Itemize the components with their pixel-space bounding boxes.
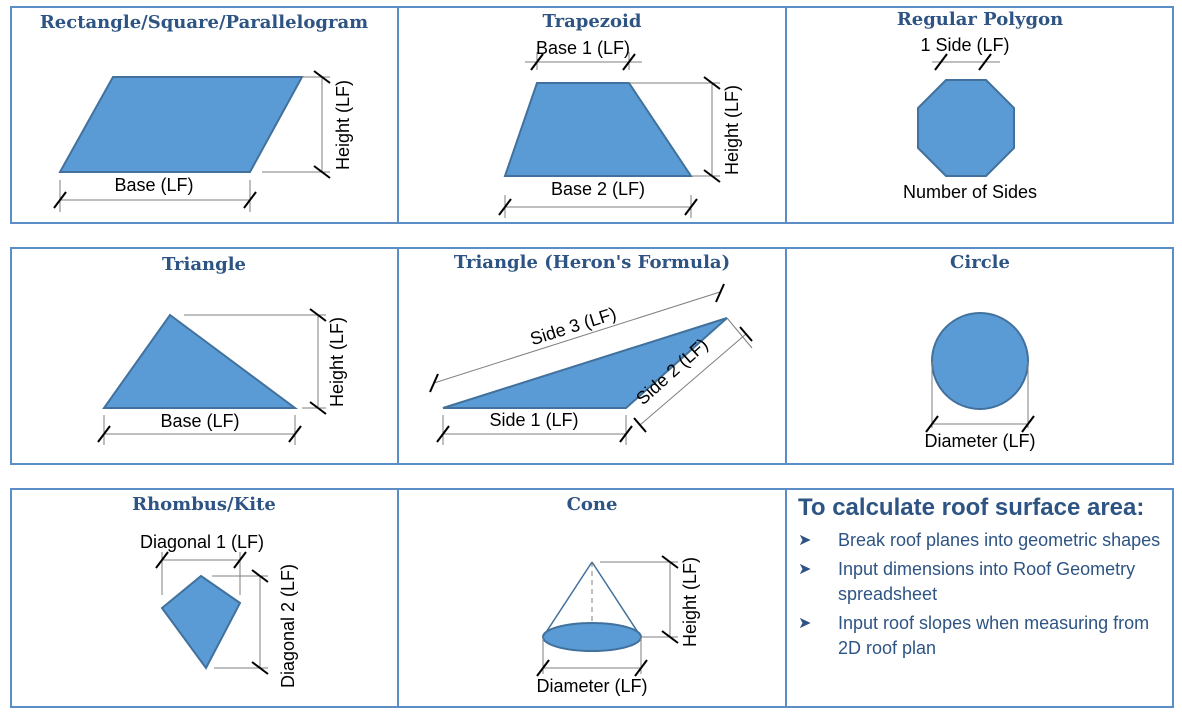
- arrow-bullet-icon: ➤: [798, 615, 812, 632]
- notes-item: ➤ Break roof planes into geometric shapes: [798, 528, 1168, 553]
- heron-side2-dimension: [633, 317, 753, 433]
- cone-diameter-dimension: [536, 637, 648, 677]
- notes-item: ➤ Input roof slopes when measuring from 2…: [798, 611, 1168, 661]
- cone-shape: [542, 561, 642, 652]
- triangle-height-label: Height (LF): [327, 317, 347, 407]
- notes-list: ➤ Break roof planes into geometric shapes…: [798, 528, 1168, 665]
- parallelogram-base-dimension: [53, 180, 257, 212]
- parallelogram-base-label: Base (LF): [114, 175, 193, 195]
- parallelogram-shape: [58, 76, 304, 173]
- regular-polygon-title: Regular Polygon: [896, 9, 1064, 30]
- triangle-shape: [102, 313, 299, 409]
- kite-diagonal2-label: Diagonal 2 (LF): [278, 564, 298, 688]
- notes-item-text: Break roof planes into geometric shapes: [838, 530, 1161, 550]
- trapezoid-base2-dimension: [498, 195, 698, 218]
- kite-shape: [160, 574, 242, 670]
- parallelogram-height-label: Height (LF): [333, 80, 353, 170]
- kite-diagonal1-dimension: [155, 551, 247, 595]
- heron-side1-label: Side 1 (LF): [489, 410, 578, 430]
- octagon-side-label: 1 Side (LF): [920, 35, 1009, 55]
- circle-diameter-dimension: [925, 361, 1035, 433]
- trapezoid-title: Trapezoid: [542, 11, 642, 32]
- octagon-side-dimension: [932, 53, 1000, 71]
- octagon-sides-label: Number of Sides: [903, 182, 1037, 202]
- triangle-height-dimension: [184, 308, 327, 415]
- cone-title: Cone: [566, 494, 618, 515]
- heron-triangle-shape: [442, 317, 728, 409]
- rectangle-title: Rectangle/Square/Parallelogram: [39, 12, 369, 33]
- parallelogram-height-dimension: [262, 70, 331, 179]
- trapezoid-shape: [503, 82, 693, 177]
- arrow-bullet-icon: ➤: [798, 532, 812, 549]
- rhombus-title: Rhombus/Kite: [132, 494, 276, 515]
- triangle-title: Triangle: [161, 254, 247, 275]
- cone-height-dimension: [600, 555, 679, 644]
- kite-diagonal2-dimension: [212, 569, 269, 675]
- trapezoid-base1-label: Base 1 (LF): [536, 38, 630, 58]
- circle-diameter-label: Diameter (LF): [924, 431, 1035, 451]
- notes-item: ➤ Input dimensions into Roof Geometry spr…: [798, 557, 1168, 607]
- cone-height-label: Height (LF): [680, 557, 700, 647]
- circle-shape: [931, 312, 1029, 410]
- notes-item-text: Input roof slopes when measuring from 2D…: [838, 613, 1150, 658]
- notes-item-text: Input dimensions into Roof Geometry spre…: [838, 559, 1136, 604]
- trapezoid-height-dimension: [629, 76, 721, 183]
- trapezoid-height-label: Height (LF): [722, 85, 742, 175]
- cone-diameter-label: Diameter (LF): [536, 676, 647, 696]
- octagon-shape: [917, 79, 1015, 177]
- heron-side3-dimension: [429, 283, 725, 393]
- circle-title: Circle: [950, 252, 1010, 273]
- trapezoid-base1-dimension: [525, 52, 642, 71]
- heron-title: Triangle (Heron's Formula): [453, 252, 731, 273]
- kite-diagonal1-label: Diagonal 1 (LF): [140, 532, 264, 552]
- heron-side3-label: Side 3 (LF): [528, 303, 619, 349]
- trapezoid-base2-label: Base 2 (LF): [551, 179, 645, 199]
- triangle-base-label: Base (LF): [160, 411, 239, 431]
- arrow-bullet-icon: ➤: [798, 561, 812, 578]
- triangle-base-dimension: [97, 415, 302, 445]
- notes-title: To calculate roof surface area:: [798, 494, 1145, 521]
- heron-side1-dimension: [436, 415, 633, 445]
